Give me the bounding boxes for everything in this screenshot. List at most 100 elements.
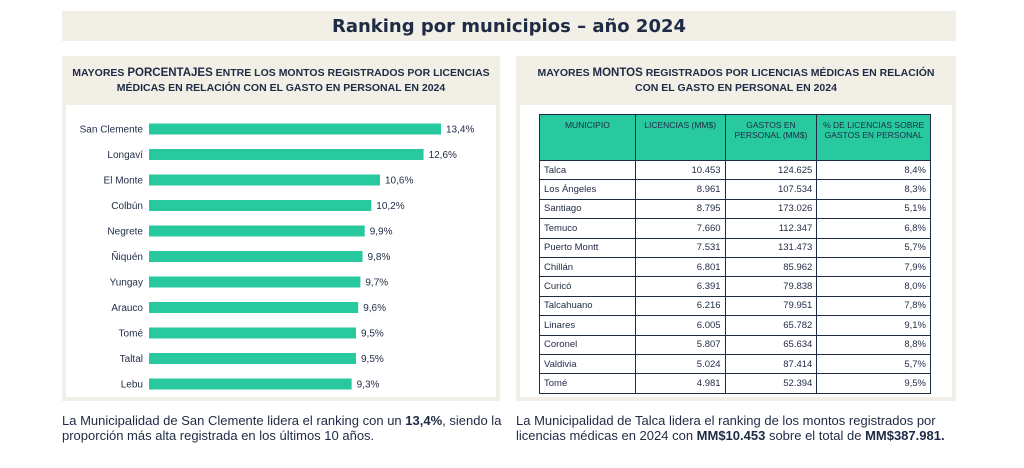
value-label: 12,6%: [429, 150, 457, 161]
cell-municipio: Valdivia: [539, 353, 636, 375]
cell-licencias: 7.531: [634, 237, 726, 258]
value-label: 10,6%: [385, 176, 413, 187]
left-caption-pre: La Municipalidad de San Clemente lidera …: [62, 413, 406, 428]
bar: [149, 327, 357, 339]
cell-municipio: Temuco: [539, 218, 636, 239]
category-label: Colbún: [111, 201, 143, 212]
category-label: San Clemente: [80, 125, 144, 136]
table-row: Santiago 8.795 173.026 5,1%: [539, 198, 931, 220]
cell-porcentaje: 5,7%: [816, 237, 931, 258]
cell-municipio: Tomé: [539, 373, 636, 394]
cell-gastos: 85.962: [724, 256, 818, 278]
cell-gastos: 79.951: [724, 295, 818, 317]
cell-municipio: Los Ángeles: [539, 179, 636, 200]
value-label: 9,9%: [370, 227, 393, 238]
value-label: 9,8%: [368, 252, 391, 263]
cell-gastos: 131.473: [724, 237, 818, 258]
cell-licencias: 8.961: [634, 179, 726, 200]
table-row: Chillán 6.801 85.962 7,9%: [539, 256, 931, 278]
bar: [149, 276, 361, 288]
cell-municipio: Chillán: [539, 256, 636, 278]
value-label: 9,5%: [361, 354, 384, 365]
cell-municipio: Talcahuano: [539, 295, 636, 317]
left-header-highlight: PORCENTAJES: [127, 66, 213, 79]
cell-porcentaje: 5,7%: [816, 353, 931, 375]
table-row: Talcahuano 6.216 79.951 7,8%: [539, 295, 931, 317]
bar: [149, 123, 441, 135]
bar: [149, 200, 372, 211]
cell-licencias: 6.216: [634, 295, 726, 317]
bar: [149, 251, 363, 262]
category-label: Lebu: [121, 380, 143, 391]
left-caption: La Municipalidad de San Clemente lidera …: [62, 413, 502, 443]
cell-gastos: 87.414: [724, 353, 818, 375]
cell-gastos: 52.394: [724, 373, 818, 394]
cell-porcentaje: 7,8%: [816, 295, 931, 317]
table-row: Curicó 6.391 79.838 8,0%: [539, 276, 931, 297]
bar: [149, 174, 380, 186]
table-row: Tomé 4.981 52.394 9,5%: [539, 373, 931, 394]
cell-gastos: 173.026: [724, 198, 818, 220]
right-caption-pre: La Municipalidad de Talca lidera el rank…: [516, 413, 936, 443]
cell-municipio: Linares: [539, 315, 636, 336]
cell-porcentaje: 8,8%: [816, 334, 931, 355]
right-panel-header: MAYORES MONTOS REGISTRADOS POR LICENCIAS…: [516, 56, 956, 105]
page-title: Ranking por municipios – año 2024: [331, 15, 687, 37]
left-header-pre: MAYORES: [72, 66, 128, 79]
left-header-post: ENTRE LOS MONTOS REGISTRADOS POR LICENCI…: [116, 66, 490, 94]
value-label: 9,3%: [357, 380, 380, 391]
cell-gastos: 65.634: [724, 334, 818, 355]
header-municipio: MUNICIPIO: [539, 114, 636, 161]
table-row: Linares 6.005 65.782 9,1%: [539, 315, 931, 336]
value-label: 9,5%: [361, 329, 384, 340]
cell-porcentaje: 7,9%: [816, 256, 931, 278]
right-caption-mid: sobre el total de: [765, 428, 866, 443]
right-caption: La Municipalidad de Talca lidera el rank…: [516, 413, 966, 443]
header-gastos: GASTOS EN PERSONAL (MM$): [724, 114, 818, 161]
table-row: Coronel 5.807 65.634 8,8%: [539, 334, 931, 355]
cell-licencias: 4.981: [634, 373, 726, 394]
value-label: 13,4%: [446, 125, 474, 136]
cell-gastos: 124.625: [724, 159, 818, 181]
right-caption-bold-amount: MM$10.453: [696, 428, 766, 443]
left-header-text: MAYORES PORCENTAJES ENTRE LOS MONTOS REG…: [71, 66, 491, 96]
category-label: Ñiquén: [111, 250, 143, 263]
cell-municipio: Curicó: [539, 276, 636, 297]
left-panel-header: MAYORES PORCENTAJES ENTRE LOS MONTOS REG…: [62, 56, 500, 105]
right-header-pre: MAYORES: [537, 66, 593, 79]
cell-municipio: Puerto Montt: [539, 237, 636, 258]
value-label: 9,6%: [363, 303, 386, 314]
table-row: Temuco 7.660 112.347 6,8%: [539, 218, 931, 239]
bar: [149, 353, 357, 364]
table-body: Talca 10.453 124.625 8,4% Los Ángeles 8.961 10…: [539, 159, 931, 394]
value-label: 9,7%: [365, 278, 388, 289]
table-row: Valdivia 5.024 87.414 5,7%: [539, 353, 931, 375]
cell-municipio: Coronel: [539, 334, 636, 355]
cell-licencias: 6.801: [634, 256, 726, 278]
cell-porcentaje: 8,0%: [816, 276, 931, 297]
right-header-text: MAYORES MONTOS REGISTRADOS POR LICENCIAS…: [526, 66, 946, 96]
right-header-post: REGISTRADOS POR LICENCIAS MÉDICAS EN REL…: [635, 66, 935, 94]
cell-porcentaje: 8,3%: [816, 179, 931, 200]
cell-porcentaje: 8,4%: [816, 159, 931, 181]
header-porcentaje: % DE LICENCIAS SOBRE GASTOS EN PERSONAL: [816, 114, 931, 161]
cell-licencias: 10.453: [634, 159, 726, 181]
cell-licencias: 7.660: [634, 218, 726, 239]
cell-licencias: 5.807: [634, 334, 726, 355]
bar: [149, 302, 359, 313]
left-caption-bold: 13,4%: [405, 413, 443, 428]
left-caption-post: , siendo la proporción más alta registra…: [62, 413, 502, 443]
cell-licencias: 6.005: [634, 315, 726, 336]
bar: [149, 225, 365, 237]
category-label: Arauco: [111, 303, 143, 314]
cell-porcentaje: 6,8%: [816, 218, 931, 239]
table-row: Talca 10.453 124.625 8,4%: [539, 159, 931, 181]
cell-gastos: 65.782: [724, 315, 818, 336]
cell-porcentaje: 9,1%: [816, 315, 931, 336]
title-banner: Ranking por municipios – año 2024: [62, 11, 956, 41]
right-caption-bold-total: MM$387.981.: [865, 428, 945, 443]
bar: [149, 378, 352, 390]
category-label: Longaví: [107, 150, 143, 161]
table-row: Puerto Montt 7.531 131.473 5,7%: [539, 237, 931, 258]
